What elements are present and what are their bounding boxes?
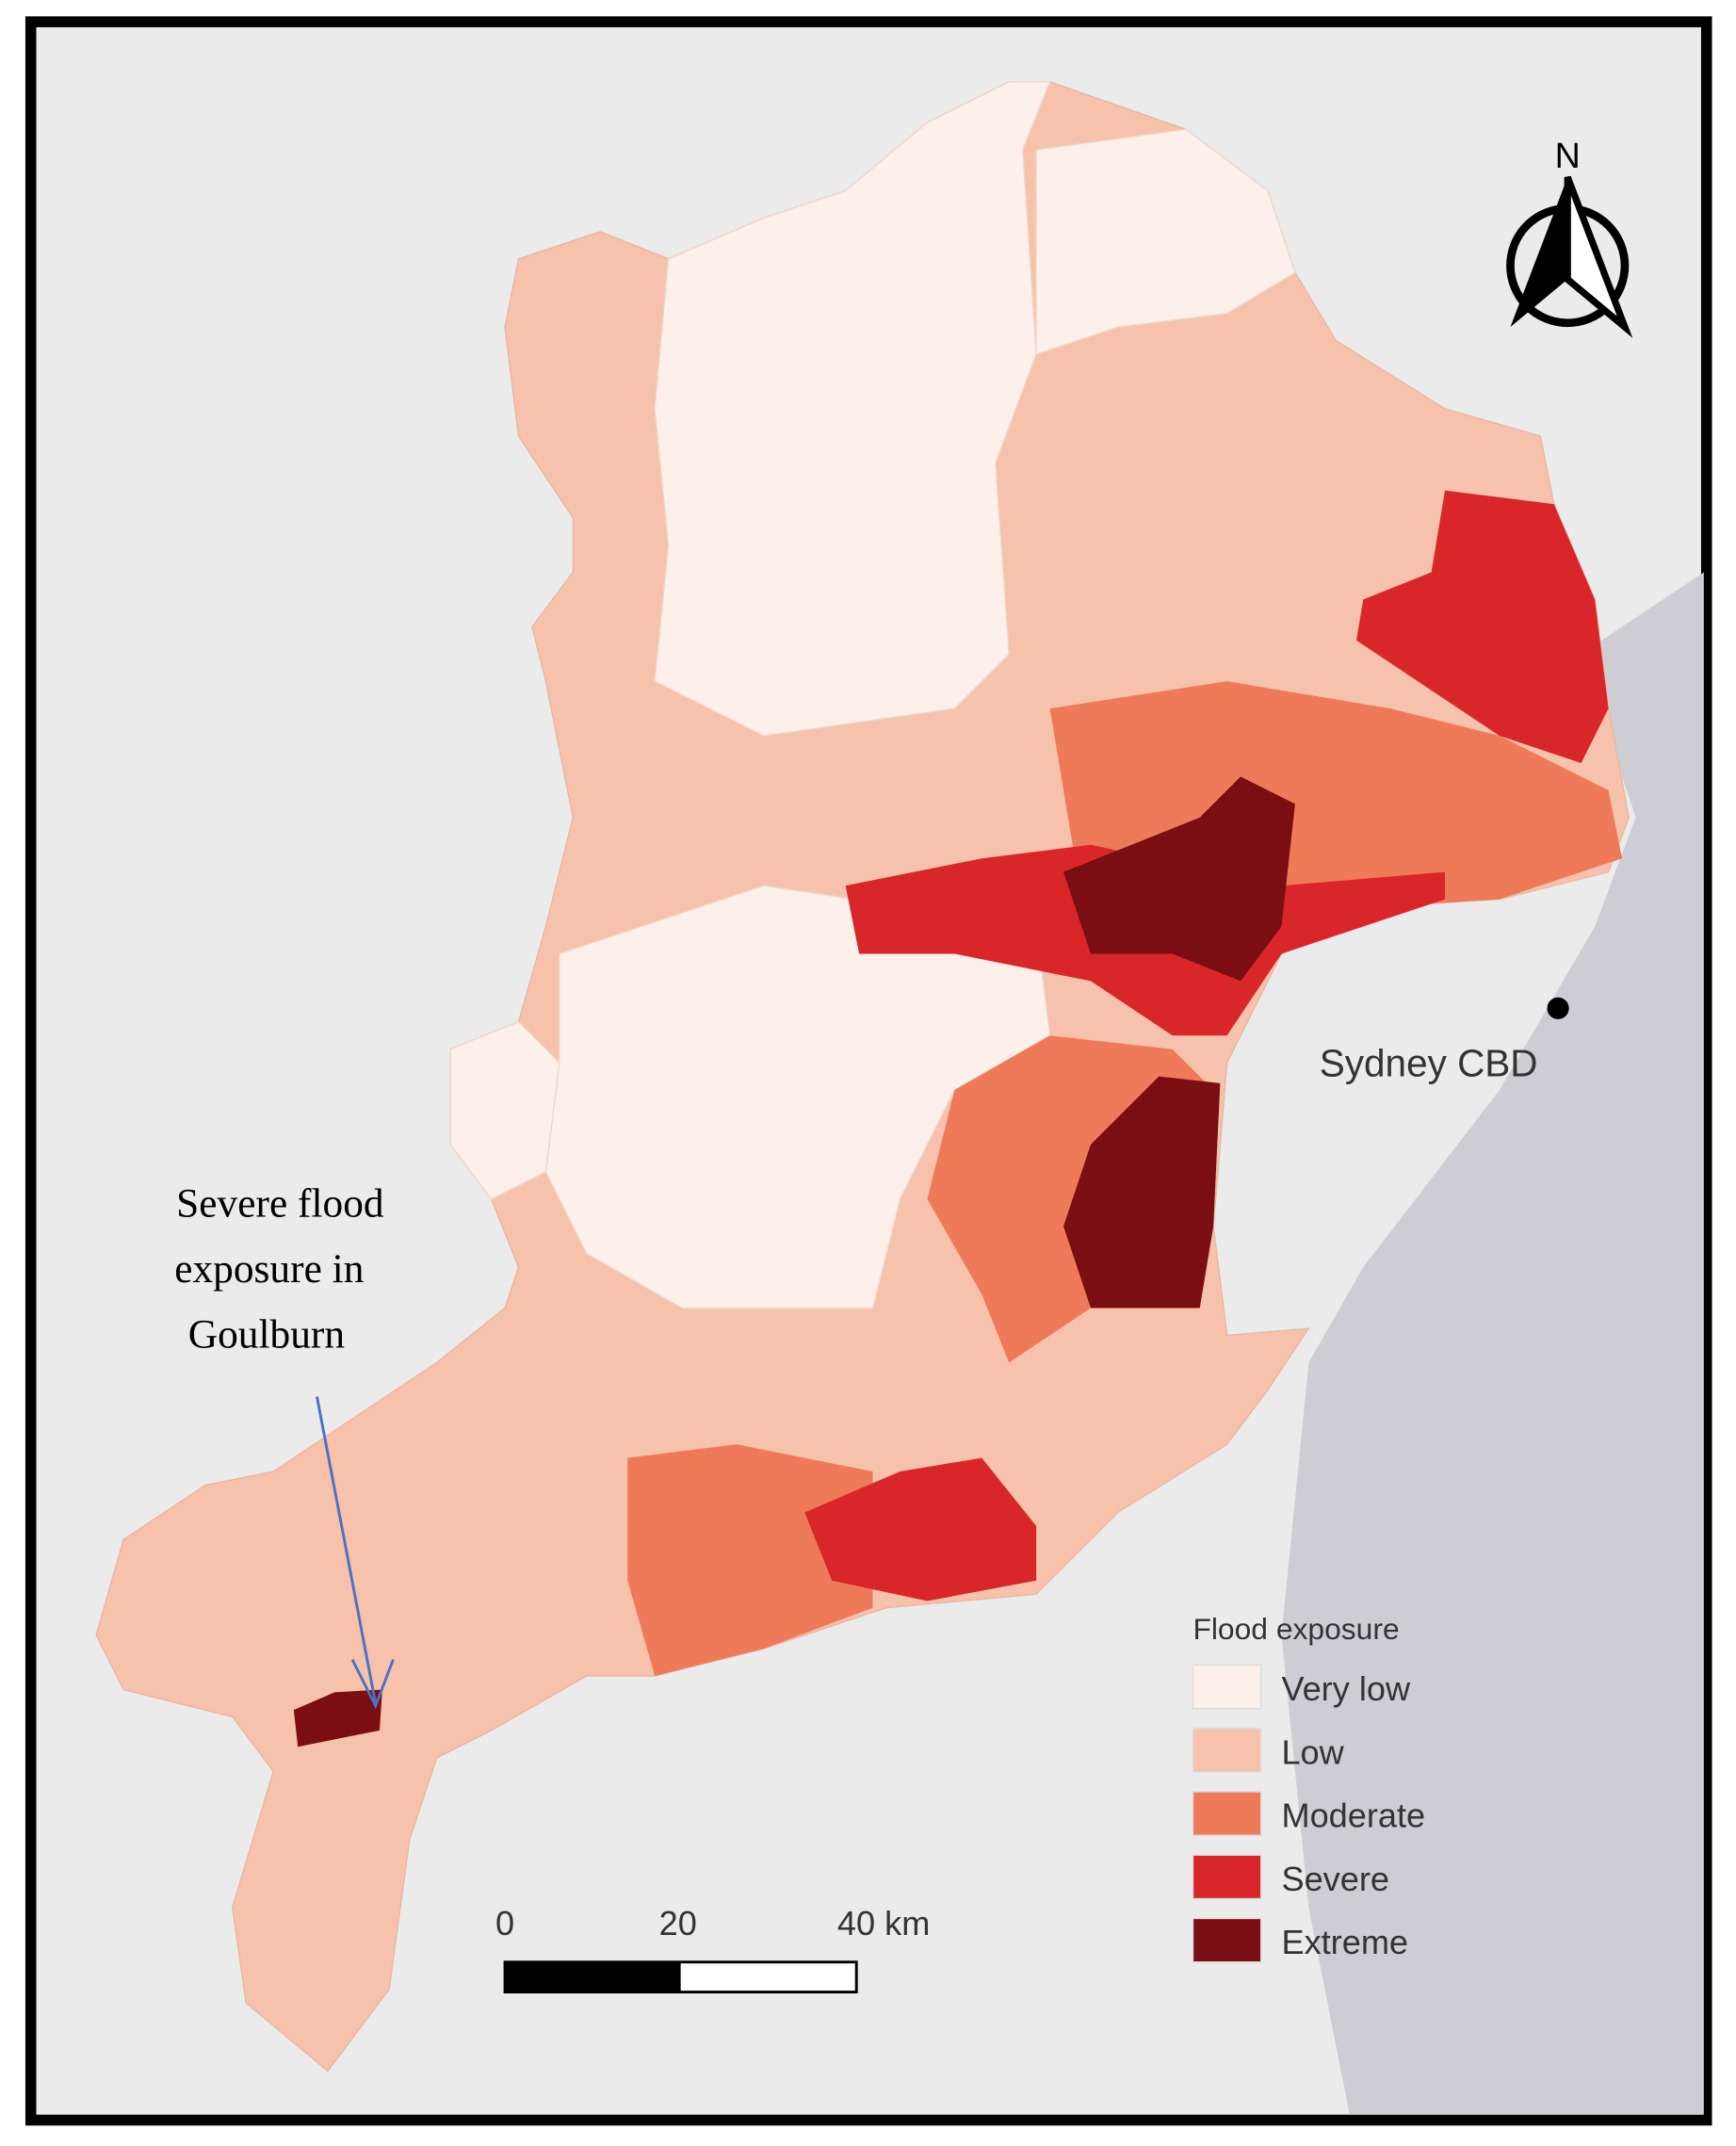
legend-swatch (1192, 1917, 1262, 1963)
region-very-low (1035, 128, 1296, 356)
region-extreme (1063, 1076, 1221, 1309)
flood-regions (95, 81, 1631, 2073)
region-very-low (449, 1020, 560, 1200)
sea (1281, 572, 1704, 2115)
arrow-head (350, 1659, 395, 1710)
region-extreme (1063, 776, 1295, 982)
annotation: Severe flood exposure in Goulburn (174, 1181, 395, 1710)
region-goulburn (293, 1689, 382, 1748)
city-dot (1547, 997, 1569, 1019)
legend-label: Severe (1281, 1860, 1389, 1898)
legend-swatch (1192, 1664, 1262, 1710)
legend-swatch (1192, 1727, 1262, 1773)
north-arrow: N (1506, 136, 1633, 338)
legend-label: Very low (1281, 1669, 1410, 1708)
region-severe (804, 1457, 1037, 1601)
scale-bar: 0 20 40 km (495, 1904, 930, 1994)
legend-label: Moderate (1281, 1796, 1425, 1835)
legend-swatch (1192, 1854, 1262, 1900)
legend-title: Flood exposure (1192, 1612, 1399, 1646)
legend: Flood exposure Very low Low Moderate Severe… (1192, 1612, 1425, 1963)
scale-label: 0 (495, 1904, 514, 1943)
scale-label: 40 km (837, 1904, 930, 1943)
legend-swatch (1192, 1791, 1262, 1836)
legend-label: Low (1281, 1732, 1344, 1771)
annotation-text: exposure in (174, 1246, 364, 1292)
city-label: Sydney CBD (1320, 1042, 1538, 1085)
annotation-text: Severe flood (176, 1181, 384, 1227)
annotation-text: Goulburn (188, 1311, 346, 1357)
region-severe (1356, 490, 1609, 763)
legend-label: Extreme (1281, 1923, 1408, 1961)
scale-label: 20 (659, 1904, 697, 1943)
scale-segment (505, 1961, 681, 1992)
annotation-arrow (316, 1396, 378, 1704)
region-moderate (627, 1444, 873, 1677)
north-needle (1564, 175, 1633, 338)
north-label: N (1555, 136, 1581, 175)
region-very-low (654, 81, 1051, 737)
